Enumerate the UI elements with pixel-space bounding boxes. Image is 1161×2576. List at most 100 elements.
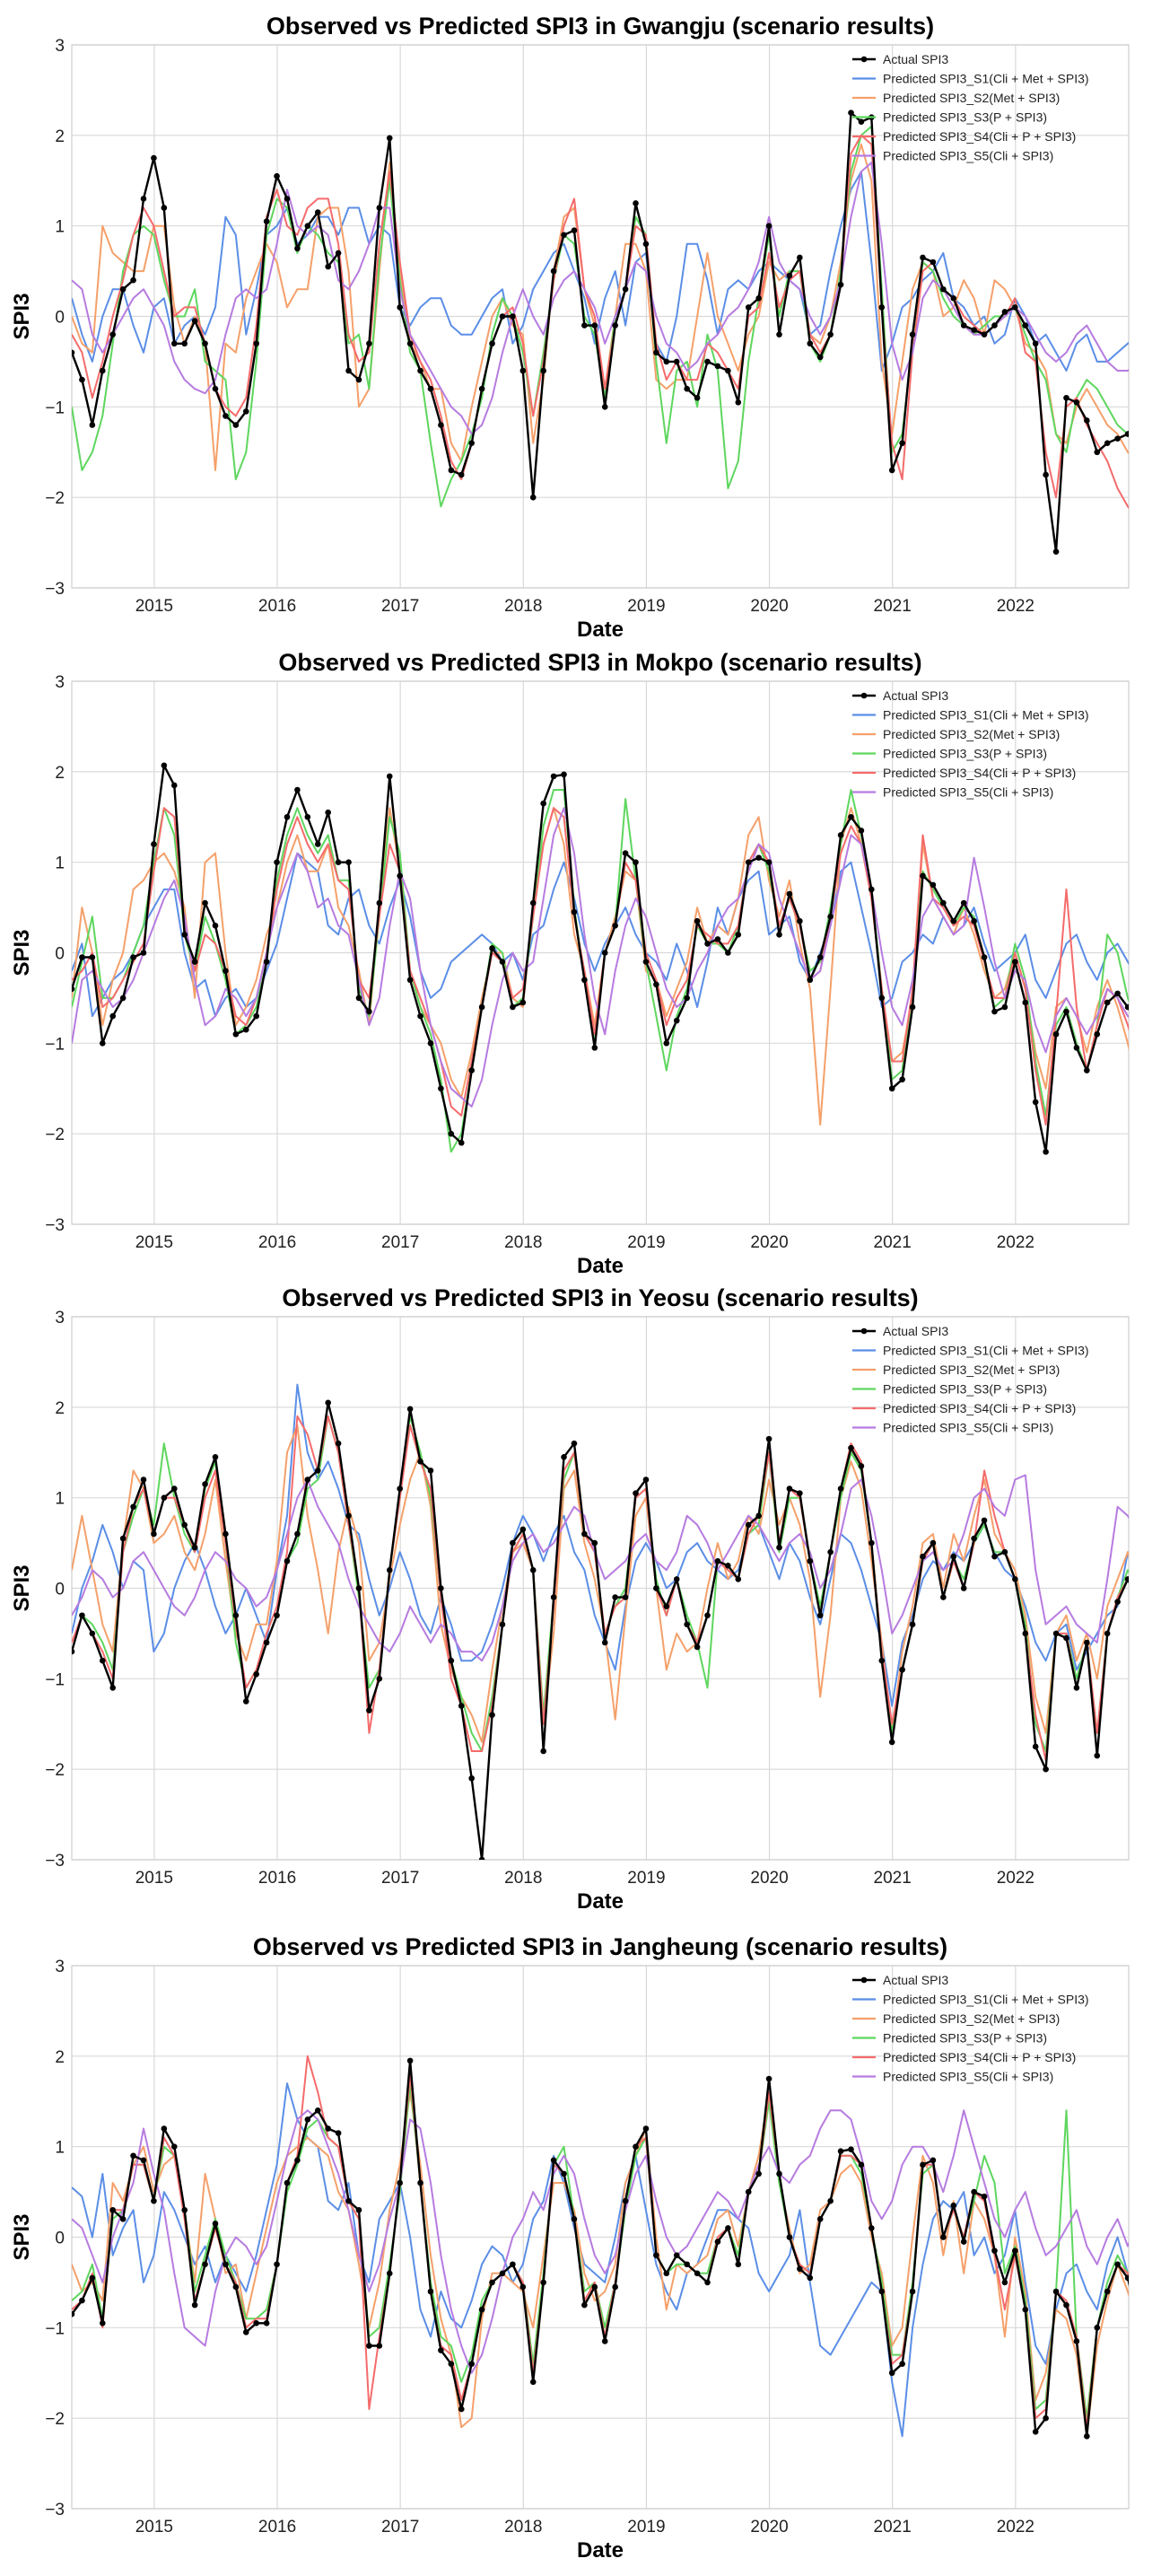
- data-point-gwangju: [601, 404, 608, 410]
- y-axis-label-gwangju: SPI3: [10, 293, 34, 339]
- data-point-jangheung: [858, 2161, 865, 2169]
- data-point-jangheung: [223, 2261, 229, 2268]
- data-point-jangheung: [1063, 2301, 1069, 2309]
- data-point-jangheung: [888, 2370, 895, 2377]
- data-point-mokpo: [1022, 999, 1029, 1006]
- data-point-jangheung: [253, 2319, 259, 2326]
- data-point-gwangju: [755, 295, 762, 302]
- data-point-mokpo: [745, 859, 752, 865]
- data-point-gwangju: [571, 227, 578, 234]
- data-point-yeosu: [294, 1530, 301, 1538]
- data-point-yeosu: [1084, 1639, 1090, 1646]
- data-point-mokpo: [765, 859, 773, 865]
- series-line-gwangju-2: [72, 143, 1129, 471]
- y-tick-label-yeosu: −2: [45, 1761, 65, 1780]
- series-line-gwangju-1: [72, 171, 1129, 372]
- data-point-mokpo: [1104, 999, 1111, 1006]
- data-point-mokpo: [386, 773, 393, 780]
- data-point-yeosu: [151, 1530, 157, 1538]
- x-tick-label-gwangju: 2016: [258, 597, 296, 616]
- data-point-jangheung: [612, 2283, 618, 2291]
- data-point-mokpo: [1012, 959, 1018, 965]
- data-point-mokpo: [909, 1003, 916, 1011]
- series-line-yeosu-3: [72, 1415, 1129, 1752]
- data-point-gwangju: [202, 340, 208, 347]
- data-point-jangheung: [714, 2239, 721, 2245]
- data-point-jangheung: [561, 2170, 567, 2177]
- data-point-jangheung: [1146, 2356, 1152, 2362]
- data-point-yeosu: [776, 1544, 782, 1551]
- data-point-jangheung: [1104, 2288, 1111, 2295]
- data-point-yeosu: [816, 1612, 824, 1619]
- data-point-yeosu: [1052, 1630, 1060, 1637]
- data-point-jangheung: [304, 2116, 311, 2123]
- data-point-jangheung: [468, 2361, 475, 2367]
- data-point-mokpo: [1043, 1149, 1049, 1155]
- legend-label-gwangju: Predicted SPI3_S3(P + SPI3): [883, 110, 1047, 125]
- y-tick-label-jangheung: 3: [55, 1958, 65, 1976]
- data-point-gwangju: [714, 363, 721, 370]
- data-point-gwangju: [366, 340, 372, 347]
- plot-area-jangheung: [72, 2055, 1152, 2440]
- data-point-yeosu: [386, 1567, 393, 1573]
- data-point-jangheung: [1022, 2306, 1029, 2313]
- data-point-yeosu: [284, 1557, 291, 1564]
- data-point-mokpo: [89, 954, 96, 960]
- data-point-mokpo: [581, 977, 588, 984]
- data-point-yeosu: [940, 1594, 947, 1600]
- y-tick-label-mokpo: 0: [55, 945, 65, 964]
- data-point-gwangju: [612, 322, 618, 329]
- data-point-jangheung: [89, 2274, 96, 2282]
- legend-label-mokpo: Predicted SPI3_S3(P + SPI3): [883, 747, 1047, 761]
- y-tick-label-gwangju: −3: [45, 580, 65, 599]
- data-point-jangheung: [242, 2329, 249, 2335]
- data-point-jangheung: [1001, 2279, 1008, 2286]
- data-point-gwangju: [223, 413, 229, 419]
- legend-yeosu: Actual SPI3 Predicted SPI3_S1(Cli + Met +…: [852, 1324, 1089, 1435]
- legend-label-gwangju: Predicted SPI3_S5(Cli + SPI3): [883, 149, 1053, 163]
- data-point-gwangju: [776, 331, 782, 337]
- legend-label-jangheung: Predicted SPI3_S5(Cli + SPI3): [883, 2070, 1053, 2084]
- data-point-gwangju: [694, 394, 701, 401]
- data-point-yeosu: [991, 1553, 998, 1560]
- chart-panel-gwangju: Observed vs Predicted SPI3 in Gwangju (s…: [10, 13, 1130, 642]
- data-point-mokpo: [869, 886, 875, 893]
- y-tick-label-gwangju: 0: [55, 309, 65, 328]
- data-point-yeosu: [1146, 1680, 1152, 1687]
- y-axis-label-mokpo: SPI3: [10, 929, 34, 976]
- data-point-jangheung: [263, 2319, 270, 2326]
- x-axis-label-gwangju: Date: [577, 618, 624, 642]
- data-point-mokpo: [960, 899, 967, 907]
- x-tick-label-gwangju: 2018: [504, 597, 542, 616]
- data-point-gwangju: [99, 367, 106, 374]
- data-point-jangheung: [571, 2216, 578, 2222]
- data-point-jangheung: [294, 2157, 301, 2164]
- data-point-mokpo: [950, 917, 957, 924]
- y-tick-label-yeosu: 1: [55, 1490, 65, 1509]
- data-point-jangheung: [684, 2261, 690, 2268]
- data-point-jangheung: [940, 2234, 947, 2240]
- data-point-mokpo: [140, 950, 147, 956]
- data-point-jangheung: [181, 2206, 188, 2213]
- series-line-gwangju-5: [72, 162, 1129, 435]
- data-point-mokpo: [161, 762, 168, 769]
- x-tick-label-mokpo: 2021: [874, 1233, 912, 1252]
- data-point-yeosu: [684, 1621, 690, 1628]
- data-point-jangheung: [478, 2306, 485, 2313]
- data-point-mokpo: [253, 1012, 259, 1020]
- data-point-jangheung: [816, 2216, 824, 2222]
- data-point-mokpo: [601, 950, 608, 956]
- data-point-gwangju: [561, 232, 567, 239]
- data-point-gwangju: [89, 422, 96, 428]
- data-point-yeosu: [888, 1739, 895, 1746]
- data-point-jangheung: [673, 2252, 680, 2258]
- data-point-jangheung: [202, 2261, 208, 2268]
- data-point-mokpo: [478, 1003, 485, 1011]
- data-point-jangheung: [1052, 2288, 1060, 2295]
- data-point-mokpo: [1084, 1067, 1090, 1073]
- data-point-mokpo: [119, 994, 127, 1002]
- data-point-gwangju: [725, 367, 731, 374]
- data-point-yeosu: [601, 1639, 608, 1646]
- data-point-yeosu: [704, 1612, 711, 1619]
